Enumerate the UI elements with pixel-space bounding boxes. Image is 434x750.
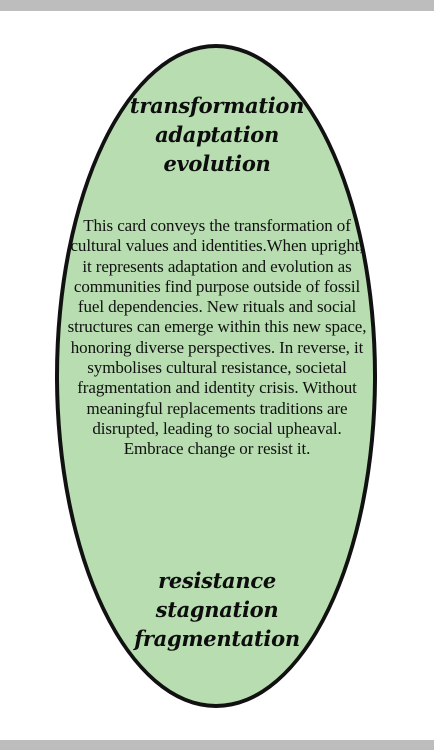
tarot-card-oval <box>55 44 377 708</box>
upright-keywords: transformation adaptation evolution <box>0 91 434 178</box>
reversed-keyword: fragmentation <box>134 626 300 651</box>
upright-keyword: adaptation <box>155 122 279 147</box>
upright-keyword: transformation <box>129 93 305 118</box>
top-frame-bar <box>0 0 434 11</box>
bottom-frame-bar <box>0 740 434 750</box>
reversed-keyword: resistance <box>158 568 276 593</box>
reversed-keyword: stagnation <box>155 597 279 622</box>
card-description: This card conveys the transformation of … <box>67 216 367 459</box>
reversed-keywords: resistance stagnation fragmentation <box>0 566 434 653</box>
upright-keyword: evolution <box>163 151 271 176</box>
